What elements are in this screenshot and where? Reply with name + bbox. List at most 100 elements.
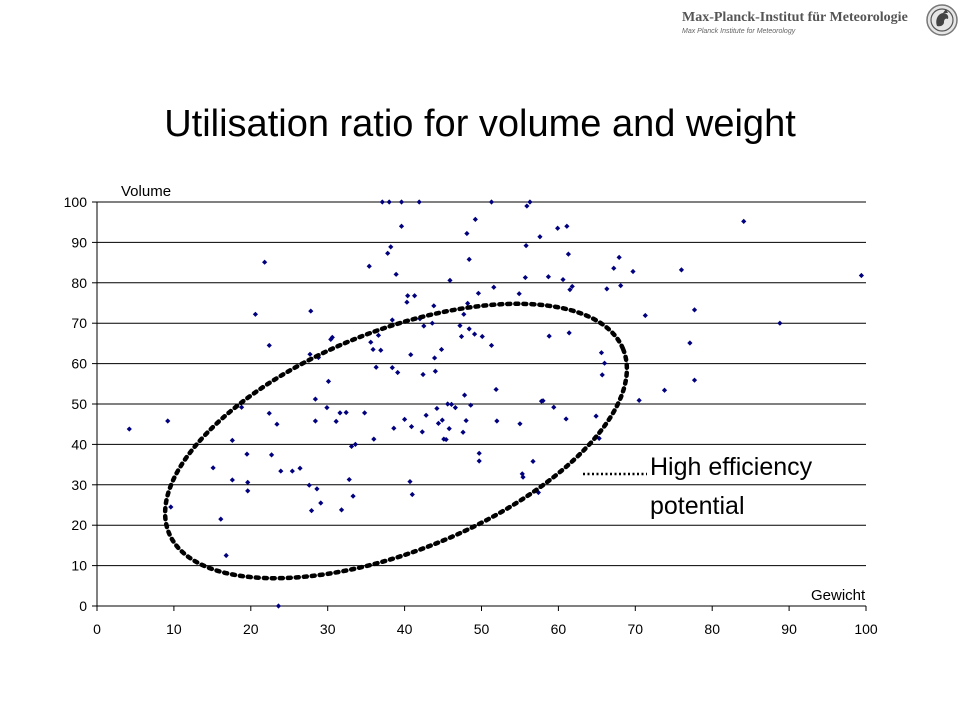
scatter-point xyxy=(476,458,482,464)
scatter-point xyxy=(348,443,355,450)
scatter-point xyxy=(375,332,382,338)
scatter-point xyxy=(431,355,438,361)
scatter-point xyxy=(308,308,314,314)
scatter-point xyxy=(420,371,426,378)
scatter-point xyxy=(126,426,132,432)
scatter-point xyxy=(522,274,528,281)
scatter-point xyxy=(551,404,557,410)
scatter-point xyxy=(343,409,349,416)
y-tick-label: 20 xyxy=(71,517,87,533)
scatter-point xyxy=(223,552,229,559)
scatter-point xyxy=(461,392,468,398)
scatter-point xyxy=(535,489,542,496)
scatter-point xyxy=(546,333,552,339)
scatter-point xyxy=(404,299,410,305)
x-axis-ticks: 0 10 20 30 40 50 60 70 80 90 100 xyxy=(93,606,878,637)
scatter-point xyxy=(318,500,324,506)
scatter-point xyxy=(493,386,499,393)
y-tick-label: 50 xyxy=(71,396,87,412)
scatter-point xyxy=(337,410,343,416)
scatter-point xyxy=(530,458,536,464)
scatter-point xyxy=(475,290,482,296)
scatter-point xyxy=(443,436,449,443)
x-tick-label: 0 xyxy=(93,621,101,637)
scatter-point xyxy=(275,603,282,609)
scatter-point xyxy=(479,333,485,340)
scatter-point xyxy=(466,256,472,262)
scatter-point xyxy=(596,435,602,441)
gridlines xyxy=(97,201,866,567)
scatter-point xyxy=(858,272,864,279)
scatter-point xyxy=(567,287,573,293)
scatter-point xyxy=(229,437,235,443)
high-efficiency-ellipse xyxy=(162,301,630,581)
scatter-point xyxy=(523,243,529,249)
x-tick-label: 100 xyxy=(854,621,878,637)
scatter-point xyxy=(447,277,453,283)
scatter-point xyxy=(598,350,605,356)
scatter-point xyxy=(266,410,272,416)
scatter-point xyxy=(366,263,372,269)
scatter-point xyxy=(389,365,395,371)
scatter-point xyxy=(245,488,251,494)
scatter-point xyxy=(307,351,313,357)
scatter-point xyxy=(362,410,368,416)
mpi-minerva-emblem-icon xyxy=(926,4,958,36)
scatter-point xyxy=(398,199,405,205)
scatter-point xyxy=(630,268,636,275)
y-tick-label: 100 xyxy=(64,194,88,210)
scatter-point xyxy=(398,223,405,229)
scatter-point xyxy=(421,323,427,329)
scatter-point xyxy=(611,265,617,271)
scatter-point xyxy=(468,402,474,408)
y-tick-label: 0 xyxy=(79,598,87,614)
scatter-point xyxy=(411,293,418,299)
scatter-point xyxy=(464,230,470,237)
scatter-point xyxy=(402,416,408,422)
scatter-point xyxy=(445,401,451,407)
x-tick-label: 50 xyxy=(474,621,490,637)
scatter-point xyxy=(565,251,571,257)
x-tick-label: 20 xyxy=(243,621,259,637)
scatter-point xyxy=(441,436,447,442)
scatter-point xyxy=(527,199,533,205)
scatter-point xyxy=(393,271,399,277)
scatter-point xyxy=(691,377,698,383)
scatter-point xyxy=(545,274,552,280)
scatter-point xyxy=(308,508,315,514)
scatter-point xyxy=(472,216,478,222)
y-tick-label: 40 xyxy=(71,436,87,452)
scatter-point xyxy=(460,429,466,435)
scatter-point xyxy=(312,418,318,424)
scatter-point xyxy=(448,401,455,408)
scatter-point xyxy=(314,486,320,492)
scatter-point xyxy=(466,326,472,332)
scatter-point xyxy=(391,425,397,431)
scatter-point xyxy=(229,477,235,483)
scatter-point xyxy=(636,397,642,403)
scatter-point xyxy=(395,369,401,376)
scatter-point xyxy=(678,267,685,273)
scatter-point xyxy=(494,418,500,424)
scatter-point xyxy=(520,474,526,480)
x-tick-label: 30 xyxy=(320,621,336,637)
logo-subtitle: Max Planck Institute for Meteorology xyxy=(682,28,796,35)
logo-title: Max-Planck-Institut für Meteorologie xyxy=(682,10,908,25)
scatter-point xyxy=(338,507,345,513)
scatter-point xyxy=(524,203,530,209)
scatter-point xyxy=(432,368,438,374)
scatter-point xyxy=(238,404,245,410)
scatter-point xyxy=(564,223,570,229)
y-axis-ticks: 0 10 20 30 40 50 60 70 80 90 100 xyxy=(64,194,97,614)
scatter-point xyxy=(777,320,783,326)
scatter-point xyxy=(741,218,747,224)
scatter-point xyxy=(268,452,275,458)
x-tick-label: 60 xyxy=(551,621,567,637)
scatter-point xyxy=(599,372,605,378)
scatter-point xyxy=(458,333,465,340)
x-tick-label: 10 xyxy=(166,621,182,637)
scatter-point xyxy=(350,493,356,499)
scatter-point xyxy=(274,421,280,427)
annotation-line-2: potential xyxy=(650,492,745,520)
scatter-point xyxy=(434,405,440,412)
